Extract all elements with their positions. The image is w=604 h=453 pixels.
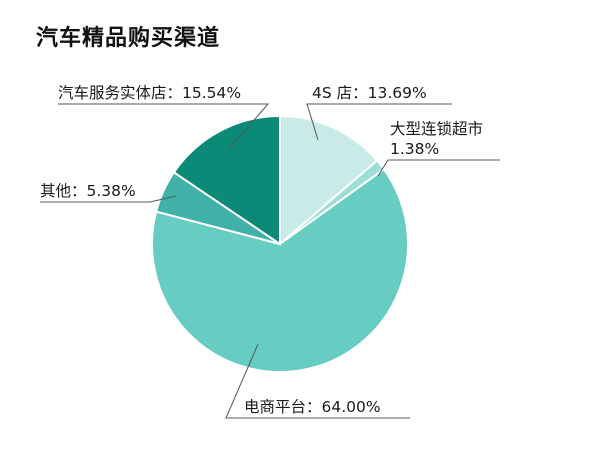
leader-line-3	[40, 195, 177, 203]
pie-slices	[151, 114, 409, 374]
slice-label-4: 汽车服务实体店：15.54%	[58, 84, 241, 102]
chart-title: 汽车精品购买渠道	[36, 26, 221, 51]
slice-label-2: 电商平台：64.00%	[244, 398, 381, 416]
slice-label-1-line-1: 1.38%	[390, 140, 439, 158]
leader-line-1	[377, 159, 500, 177]
leader-lines	[40, 103, 500, 419]
pie-slice-4	[172, 114, 281, 246]
leader-line-0	[306, 103, 452, 141]
slice-label-1-line-0: 大型连锁超市	[390, 120, 483, 138]
slice-label-3: 其他：5.38%	[40, 182, 136, 200]
leader-line-4	[58, 103, 270, 151]
slice-label-0: 4S 店：13.69%	[312, 84, 427, 102]
pie-slice-2	[151, 167, 409, 374]
slice-labels: 4S 店：13.69% 大型连锁超市 1.38% 电商平台：64.00% 其他：5.38…	[40, 84, 483, 416]
leader-line-2	[225, 343, 410, 419]
pie-slice-0	[279, 114, 379, 247]
